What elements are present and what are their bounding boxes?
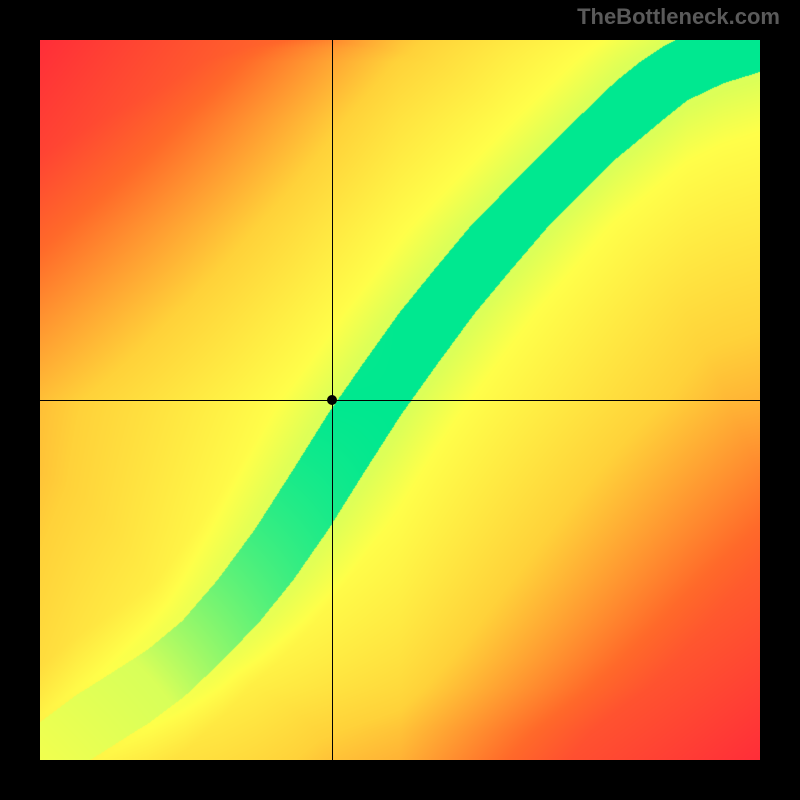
crosshair-horizontal bbox=[40, 400, 760, 401]
data-point-marker bbox=[327, 395, 337, 405]
watermark-text: TheBottleneck.com bbox=[577, 4, 780, 30]
heatmap-chart bbox=[40, 40, 760, 760]
